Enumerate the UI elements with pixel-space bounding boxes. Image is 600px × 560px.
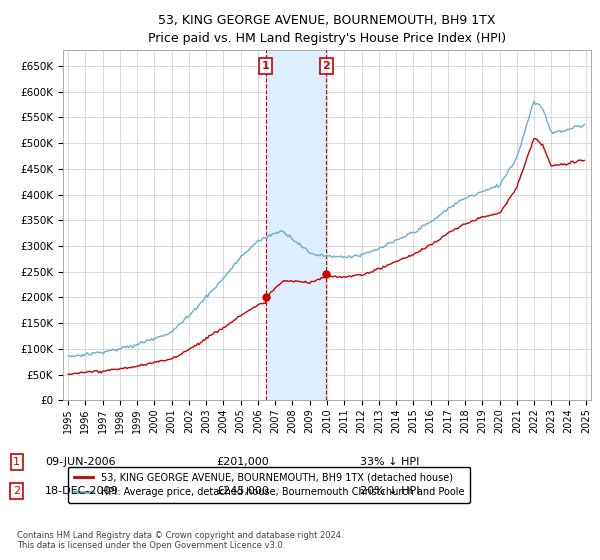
Text: 2: 2: [322, 61, 330, 71]
Bar: [266, 50, 326, 400]
Text: 20% ↓ HPI: 20% ↓ HPI: [360, 486, 419, 496]
Legend: 53, KING GEORGE AVENUE, BOURNEMOUTH, BH9 1TX (detached house), HPI: Average pric: 53, KING GEORGE AVENUE, BOURNEMOUTH, BH9…: [68, 466, 470, 503]
Text: Contains HM Land Registry data © Crown copyright and database right 2024.
This d: Contains HM Land Registry data © Crown c…: [17, 530, 343, 550]
Text: 09-JUN-2006: 09-JUN-2006: [45, 457, 116, 467]
Text: 1: 1: [13, 457, 20, 467]
Text: £245,000: £245,000: [216, 486, 269, 496]
Text: £201,000: £201,000: [216, 457, 269, 467]
Title: 53, KING GEORGE AVENUE, BOURNEMOUTH, BH9 1TX
Price paid vs. HM Land Registry's H: 53, KING GEORGE AVENUE, BOURNEMOUTH, BH9…: [148, 14, 506, 45]
Text: 1: 1: [262, 61, 269, 71]
Text: 18-DEC-2009: 18-DEC-2009: [45, 486, 119, 496]
Text: 2: 2: [13, 486, 20, 496]
Text: 33% ↓ HPI: 33% ↓ HPI: [360, 457, 419, 467]
